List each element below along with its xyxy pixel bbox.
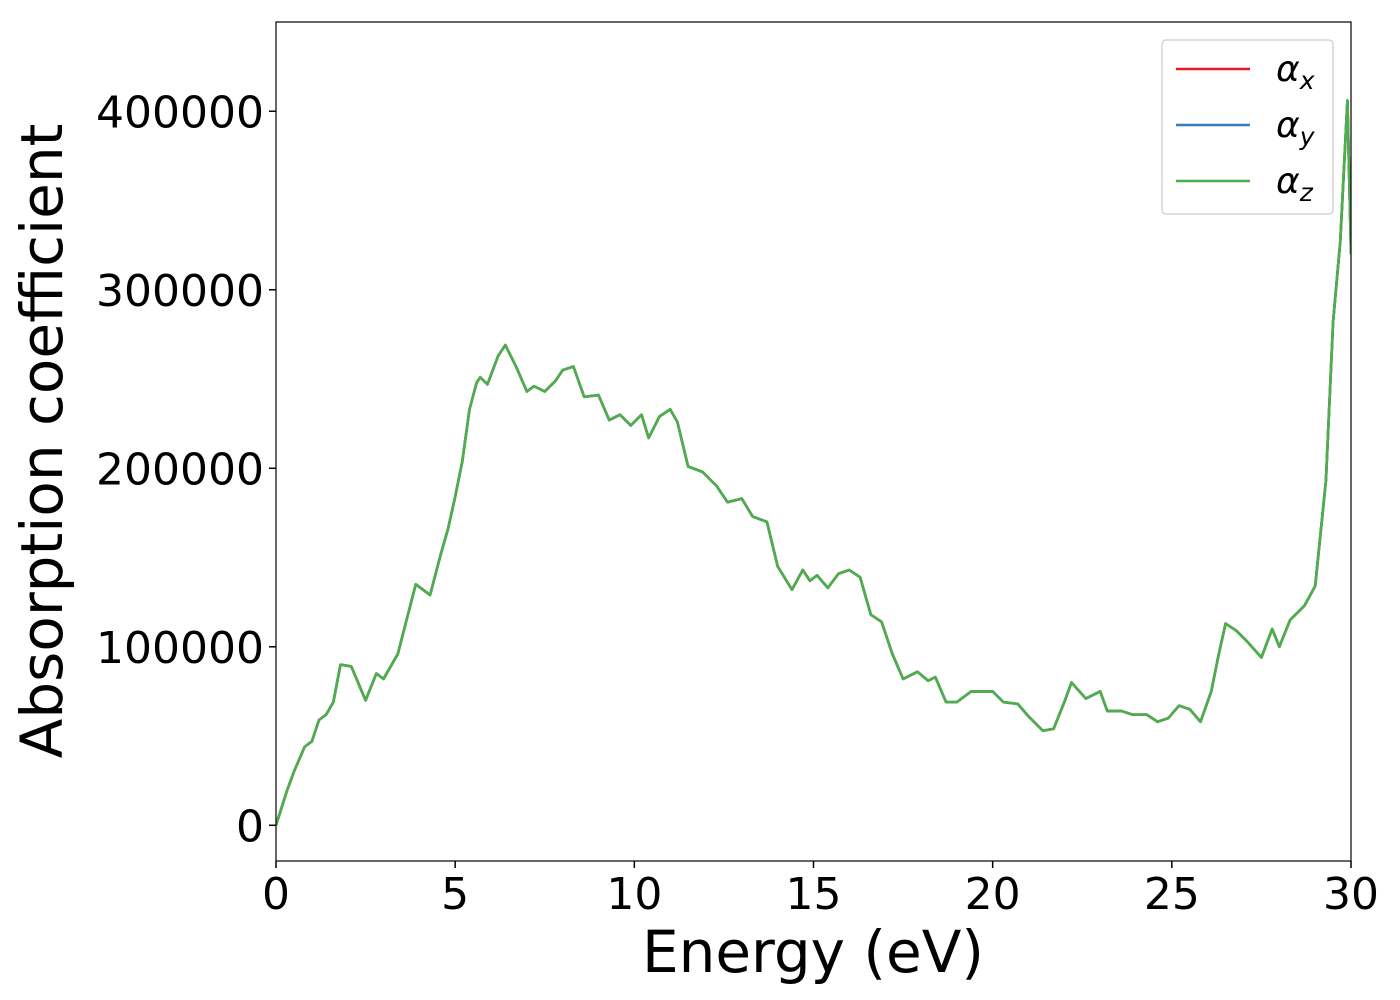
y-tick-label: 200000 [96,444,264,495]
x-tick-label: 10 [606,869,662,920]
y-tick-label: 100000 [96,623,264,674]
y-axis-label: Absorption coefficient [8,124,76,759]
x-tick-label: 20 [965,869,1021,920]
x-axis-label: Energy (eV) [642,918,984,986]
y-tick-label: 300000 [96,266,264,317]
y-tick-label: 400000 [96,87,264,138]
y-tick-label: 0 [236,801,264,852]
x-tick-label: 0 [262,869,290,920]
plot-frame [275,21,1352,862]
x-tick-label: 15 [786,869,842,920]
legend-box [1161,39,1334,215]
series-line [276,99,1351,826]
x-tick-label: 30 [1323,869,1379,920]
x-tick-label: 25 [1144,869,1200,920]
legend-label: αz [1276,161,1314,207]
x-tick-label: 5 [441,869,469,920]
legend-label: αx [1276,49,1315,95]
legend-label: αy [1276,105,1316,151]
